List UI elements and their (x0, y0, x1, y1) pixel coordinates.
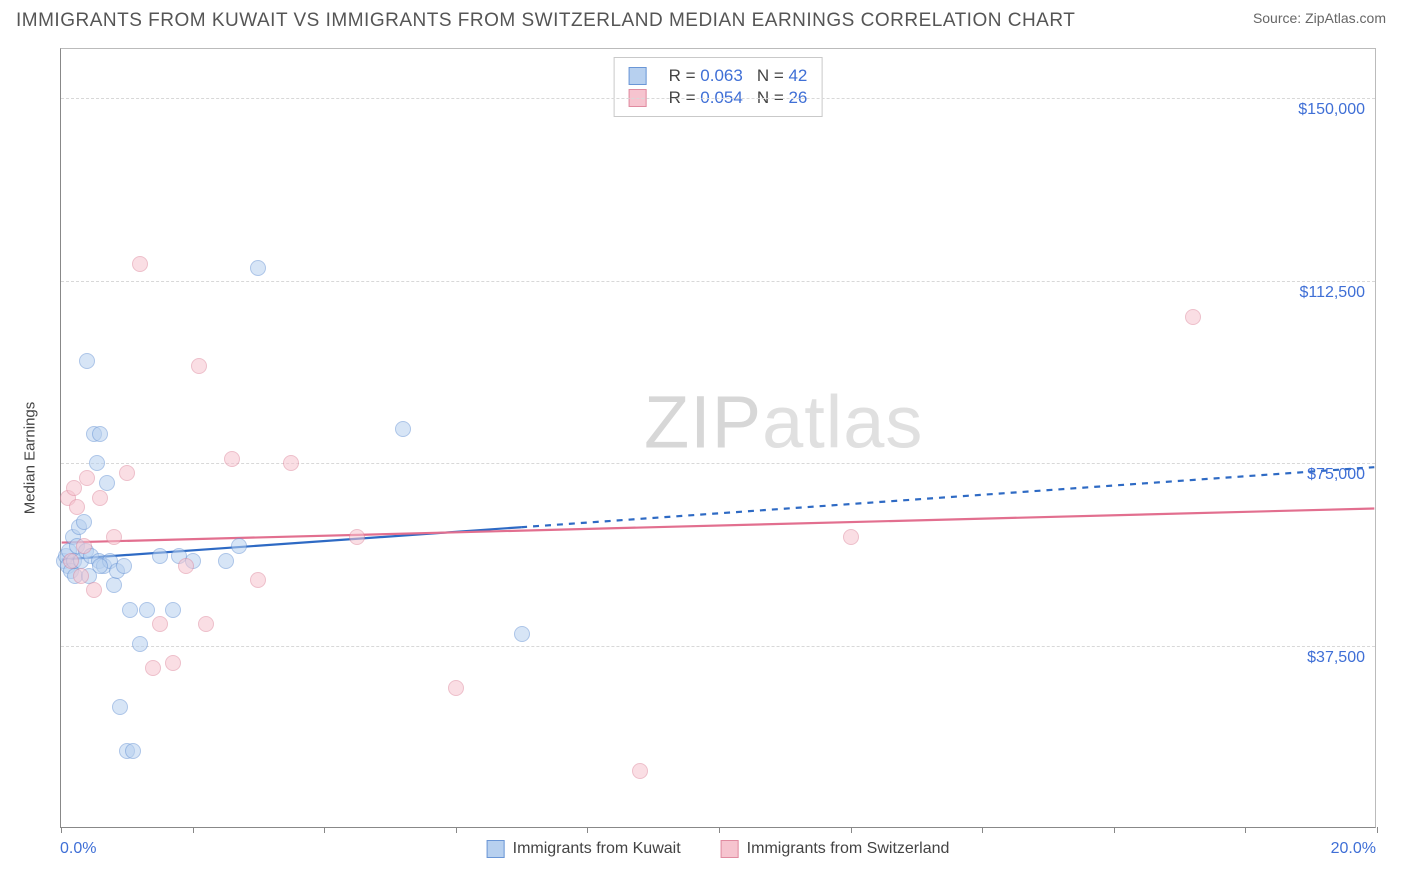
data-point-switzerland (448, 680, 464, 696)
series-legend-item-switzerland: Immigrants from Switzerland (721, 840, 950, 858)
data-point-switzerland (63, 553, 79, 569)
x-tick (61, 827, 62, 833)
data-point-switzerland (79, 470, 95, 486)
data-point-kuwait (99, 475, 115, 491)
gridline-h (61, 463, 1375, 464)
y-tick-label: $37,500 (1307, 649, 1365, 667)
x-tick (851, 827, 852, 833)
data-point-switzerland (119, 465, 135, 481)
data-point-kuwait (112, 699, 128, 715)
data-point-kuwait (250, 260, 266, 276)
y-tick-label: $150,000 (1298, 101, 1365, 119)
data-point-switzerland (165, 655, 181, 671)
chart-title: IMMIGRANTS FROM KUWAIT VS IMMIGRANTS FRO… (16, 10, 1075, 32)
data-point-switzerland (145, 660, 161, 676)
legend-r-label: R = 0.063 (669, 66, 743, 86)
watermark-atlas: atlas (762, 381, 923, 464)
plot-area: ZIPatlas R = 0.063N = 42R = 0.054N = 26 … (60, 48, 1376, 828)
x-tick (587, 827, 588, 833)
data-point-switzerland (132, 256, 148, 272)
data-point-kuwait (116, 558, 132, 574)
data-point-kuwait (139, 602, 155, 618)
data-point-kuwait (79, 353, 95, 369)
y-axis-label: Median Earnings (22, 402, 39, 515)
x-tick (193, 827, 194, 833)
legend-swatch (629, 67, 647, 85)
data-point-switzerland (283, 455, 299, 471)
data-point-switzerland (86, 582, 102, 598)
data-point-switzerland (76, 538, 92, 554)
data-point-kuwait (92, 558, 108, 574)
trend-line-switzerland (62, 509, 1375, 543)
data-point-switzerland (106, 529, 122, 545)
source-label: Source: ZipAtlas.com (1253, 10, 1386, 26)
data-point-kuwait (165, 602, 181, 618)
x-tick (1377, 827, 1378, 833)
gridline-h (61, 98, 1375, 99)
data-point-switzerland (92, 490, 108, 506)
trend-lines-layer (61, 49, 1375, 827)
data-point-switzerland (152, 616, 168, 632)
correlation-legend: R = 0.063N = 42R = 0.054N = 26 (614, 57, 823, 117)
legend-swatch (487, 840, 505, 858)
x-min-label: 0.0% (60, 840, 96, 858)
data-point-kuwait (152, 548, 168, 564)
x-tick (1114, 827, 1115, 833)
data-point-kuwait (231, 538, 247, 554)
x-axis-row: 0.0% Immigrants from KuwaitImmigrants fr… (60, 834, 1376, 864)
watermark-zip: ZIP (644, 381, 762, 464)
trend-line-kuwait-dashed (521, 467, 1374, 527)
series-name: Immigrants from Switzerland (747, 840, 950, 857)
data-point-switzerland (198, 616, 214, 632)
x-tick (324, 827, 325, 833)
x-tick (982, 827, 983, 833)
data-point-switzerland (224, 451, 240, 467)
data-point-kuwait (122, 602, 138, 618)
watermark: ZIPatlas (644, 380, 923, 465)
data-point-switzerland (73, 568, 89, 584)
legend-swatch (721, 840, 739, 858)
data-point-kuwait (89, 455, 105, 471)
data-point-kuwait (76, 514, 92, 530)
legend-row-kuwait: R = 0.063 N = 42 (629, 66, 808, 86)
gridline-h (61, 646, 1375, 647)
series-legend: Immigrants from Kuwait Immigrants from Sw… (487, 840, 950, 858)
data-point-switzerland (178, 558, 194, 574)
x-max-label: 20.0% (1331, 840, 1376, 858)
chart-container: Median Earnings ZIPatlas R = 0.063 N = 42… (16, 48, 1390, 868)
legend-n-label: N = 42 (757, 66, 808, 86)
data-point-kuwait (395, 421, 411, 437)
y-tick-label: $75,000 (1307, 466, 1365, 484)
data-point-kuwait (106, 577, 122, 593)
x-tick (456, 827, 457, 833)
data-point-switzerland (69, 499, 85, 515)
data-point-switzerland (632, 763, 648, 779)
x-tick (719, 827, 720, 833)
x-tick (1245, 827, 1246, 833)
data-point-switzerland (1185, 309, 1201, 325)
series-name: Immigrants from Kuwait (513, 840, 681, 857)
data-point-switzerland (349, 529, 365, 545)
trend-line-kuwait (62, 527, 521, 559)
data-point-switzerland (843, 529, 859, 545)
data-point-kuwait (514, 626, 530, 642)
series-legend-item-kuwait: Immigrants from Kuwait (487, 840, 681, 858)
data-point-kuwait (92, 426, 108, 442)
y-tick-label: $112,500 (1299, 284, 1365, 302)
data-point-switzerland (191, 358, 207, 374)
gridline-h (61, 281, 1375, 282)
data-point-switzerland (250, 572, 266, 588)
data-point-kuwait (125, 743, 141, 759)
data-point-kuwait (132, 636, 148, 652)
data-point-kuwait (218, 553, 234, 569)
